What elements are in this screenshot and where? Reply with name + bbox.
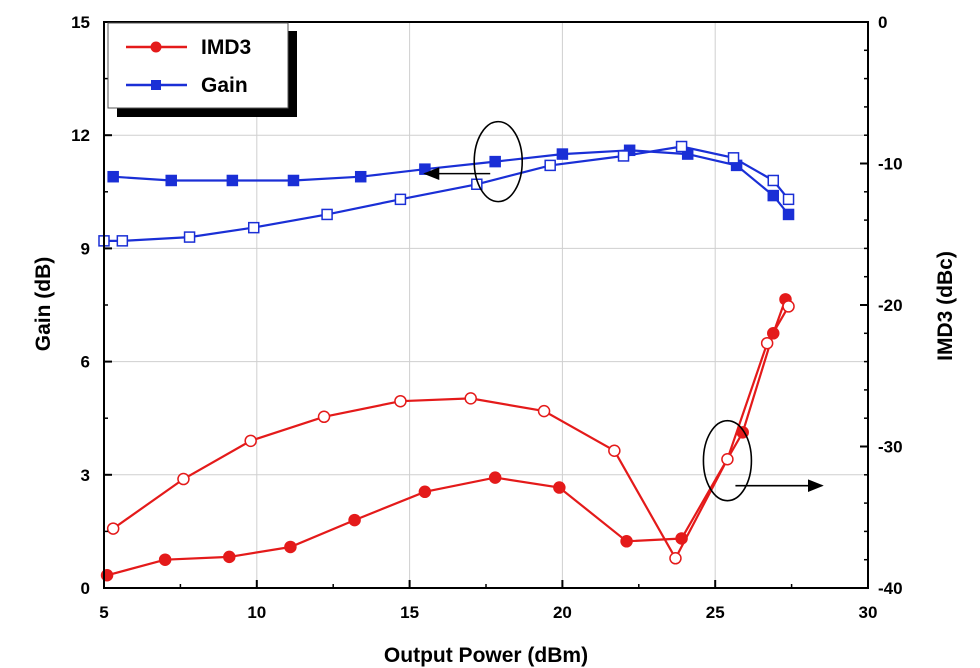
data-point — [608, 444, 621, 457]
data-point — [177, 472, 190, 486]
annotation-layer — [423, 120, 824, 502]
legend-imd3-marker — [150, 41, 162, 53]
data-point — [727, 152, 740, 164]
data-point — [354, 170, 367, 183]
x-tick-label: 30 — [859, 603, 878, 622]
data-point — [247, 221, 260, 234]
legend-gain-label: Gain — [201, 74, 248, 97]
data-point — [106, 522, 120, 535]
legend-gain-marker — [151, 80, 161, 90]
legend-box — [107, 22, 289, 109]
series-line — [112, 305, 790, 561]
y-tick-label: 6 — [81, 353, 90, 372]
x-tick-label: 5 — [99, 603, 108, 622]
data-point — [760, 336, 774, 350]
data-point — [107, 170, 119, 183]
data-point — [620, 535, 633, 548]
legend: IMD3 Gain — [107, 22, 297, 117]
data-point — [116, 235, 129, 247]
data-point — [782, 208, 795, 221]
x-axis-title: Output Power (dBm) — [384, 644, 588, 667]
data-point — [183, 231, 196, 243]
y-tick-label: 15 — [71, 13, 90, 32]
series-imd3-open — [106, 300, 795, 565]
data-point — [287, 174, 300, 187]
y2-tick-label: -10 — [878, 155, 903, 174]
x-tick-label: 15 — [400, 603, 419, 622]
y2-tick-label: -20 — [878, 296, 903, 315]
data-point — [537, 404, 551, 418]
series-gain-filled — [107, 144, 795, 221]
data-point — [782, 193, 795, 206]
data-point — [553, 481, 566, 494]
data-point — [681, 148, 694, 160]
data-point — [419, 163, 431, 175]
data-point — [617, 150, 630, 162]
y-tick-label: 9 — [81, 239, 90, 258]
data-point — [321, 208, 333, 221]
annotation-ellipse — [473, 120, 524, 203]
series-line — [113, 149, 790, 216]
series-line — [104, 145, 790, 242]
data-point — [165, 174, 177, 187]
data-point — [348, 513, 361, 527]
y-tick-label: 3 — [81, 466, 90, 485]
data-point — [721, 452, 734, 466]
data-point — [669, 552, 682, 565]
data-point — [394, 193, 407, 206]
legend-imd3-label: IMD3 — [201, 36, 251, 59]
data-point — [464, 392, 477, 405]
data-point — [418, 485, 432, 499]
series-imd3-filled — [100, 293, 792, 582]
data-point — [489, 155, 501, 168]
x-tick-label: 10 — [247, 603, 266, 622]
y-tick-label: 0 — [81, 579, 90, 598]
y2-axis-title: IMD3 (dBc) — [934, 251, 957, 361]
data-point — [223, 550, 236, 564]
y2-tick-label: -40 — [878, 579, 903, 598]
data-point — [544, 159, 556, 172]
data-point — [675, 140, 688, 153]
data-point — [782, 300, 795, 313]
data-point — [244, 434, 257, 448]
annotation-ellipse — [702, 419, 753, 502]
data-point — [158, 553, 172, 566]
y-axis-title: Gain (dB) — [32, 257, 55, 352]
x-tick-label: 25 — [706, 603, 725, 622]
data-point — [394, 394, 407, 408]
y2-tick-label: 0 — [878, 13, 887, 32]
y-tick-label: 12 — [71, 126, 90, 145]
x-tick-label: 20 — [553, 603, 572, 622]
data-point — [284, 540, 297, 554]
data-point — [556, 148, 569, 160]
data-point — [488, 471, 502, 484]
data-point — [226, 174, 239, 187]
data-point — [767, 189, 780, 202]
data-point — [767, 174, 780, 187]
tick-layer: 5 10 15 20 25 30 0 3 6 9 12 15 -40 -30 -20 -10 0 — [71, 13, 903, 622]
y2-tick-label: -30 — [878, 438, 903, 457]
data-point — [317, 410, 331, 424]
